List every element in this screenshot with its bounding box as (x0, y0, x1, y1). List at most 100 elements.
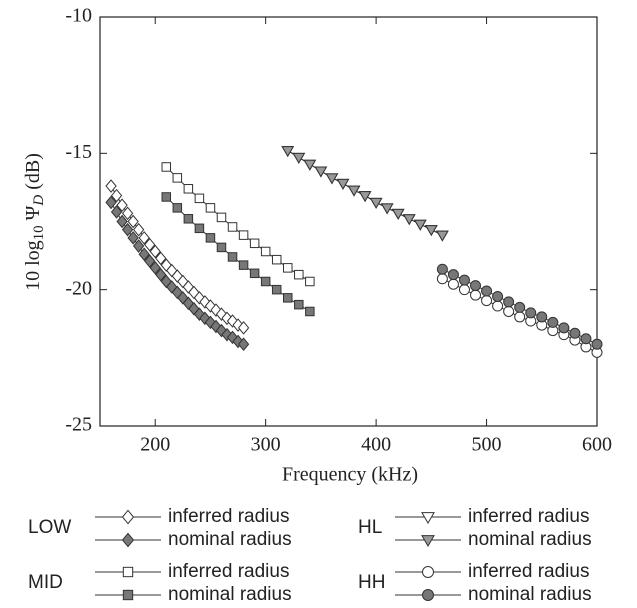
marker (205, 233, 216, 243)
marker (121, 222, 134, 237)
marker (183, 184, 194, 194)
legend-marker (421, 535, 435, 548)
marker (249, 238, 260, 249)
marker (205, 203, 216, 213)
legend-label: inferred radius (168, 561, 289, 582)
legend-group-label: LOW (28, 517, 71, 538)
marker (283, 263, 293, 273)
marker (105, 179, 117, 193)
marker (249, 268, 260, 279)
marker (155, 267, 167, 282)
marker (305, 276, 315, 287)
legend-marker (122, 566, 134, 578)
legend-label: nominal radius (468, 584, 592, 605)
y-label-sub: 10 (31, 225, 47, 240)
marker (336, 178, 350, 190)
legend-marker (122, 589, 134, 601)
marker (380, 203, 394, 215)
marker (237, 337, 250, 351)
marker (183, 214, 194, 224)
marker (458, 284, 470, 296)
legend-group-label: MID (28, 572, 63, 593)
legend-label: nominal radius (168, 584, 292, 605)
marker (194, 223, 205, 234)
legend-marker (121, 532, 135, 548)
legend-group-label: HL (358, 517, 382, 538)
marker (470, 289, 482, 301)
marker (492, 290, 504, 302)
legend-group-label: HH (358, 572, 385, 593)
marker (144, 237, 156, 252)
marker (458, 274, 470, 286)
legend-label: nominal radius (468, 529, 592, 550)
marker (347, 185, 361, 197)
marker (133, 239, 145, 253)
marker (447, 278, 459, 290)
marker (144, 254, 156, 268)
marker (424, 225, 438, 237)
marker (536, 311, 548, 323)
marker (172, 203, 183, 213)
y-label-part: Ψ (22, 205, 44, 225)
legend-marker (422, 589, 434, 601)
marker (238, 260, 249, 270)
marker (294, 269, 304, 280)
marker (227, 252, 238, 262)
marker (569, 327, 581, 339)
marker (358, 191, 372, 203)
marker (110, 188, 123, 203)
marker (391, 208, 405, 220)
marker (237, 321, 250, 335)
marker (503, 305, 515, 317)
marker (547, 316, 559, 328)
x-tick-label: 500 (472, 434, 502, 456)
marker (238, 230, 249, 240)
marker (155, 251, 167, 266)
marker (127, 214, 139, 229)
x-axis-label: Frequency (kHz) (282, 464, 418, 486)
marker (194, 193, 205, 204)
y-label-part: (dB) (22, 153, 44, 195)
marker (294, 299, 304, 310)
marker (216, 242, 227, 253)
marker (133, 222, 145, 237)
marker (110, 205, 123, 219)
marker (271, 284, 282, 295)
x-tick-label: 300 (251, 434, 281, 456)
marker (303, 159, 317, 171)
marker (138, 247, 150, 262)
y-tick-label: -20 (65, 277, 92, 299)
y-tick-label: -25 (65, 414, 92, 436)
legend-label: inferred radius (468, 506, 589, 527)
marker (127, 231, 139, 245)
marker (305, 306, 315, 317)
y-tick-label: -15 (65, 141, 92, 163)
legend-label: nominal radius (168, 529, 292, 550)
plot-frame (99, 16, 598, 427)
legend-marker (421, 512, 435, 525)
marker (138, 231, 150, 245)
marker (492, 300, 504, 312)
marker (172, 173, 183, 183)
marker (447, 269, 459, 281)
marker (116, 198, 128, 212)
marker (503, 296, 515, 308)
y-label-part: 10 log (22, 240, 44, 291)
marker (227, 222, 238, 232)
marker (121, 206, 134, 221)
marker (402, 214, 416, 226)
y-axis-label: 10 log10 ΨD (dB) (22, 153, 48, 291)
marker (413, 219, 427, 231)
marker (436, 263, 448, 275)
x-tick-label: 400 (361, 434, 391, 456)
legend-label: inferred radius (168, 506, 289, 527)
marker (149, 244, 161, 259)
marker (325, 173, 339, 185)
marker (470, 280, 482, 292)
marker (105, 195, 117, 210)
marker (281, 146, 295, 158)
legend-label: inferred radius (468, 561, 589, 582)
marker (283, 293, 293, 303)
marker (481, 295, 493, 307)
marker (514, 301, 526, 313)
